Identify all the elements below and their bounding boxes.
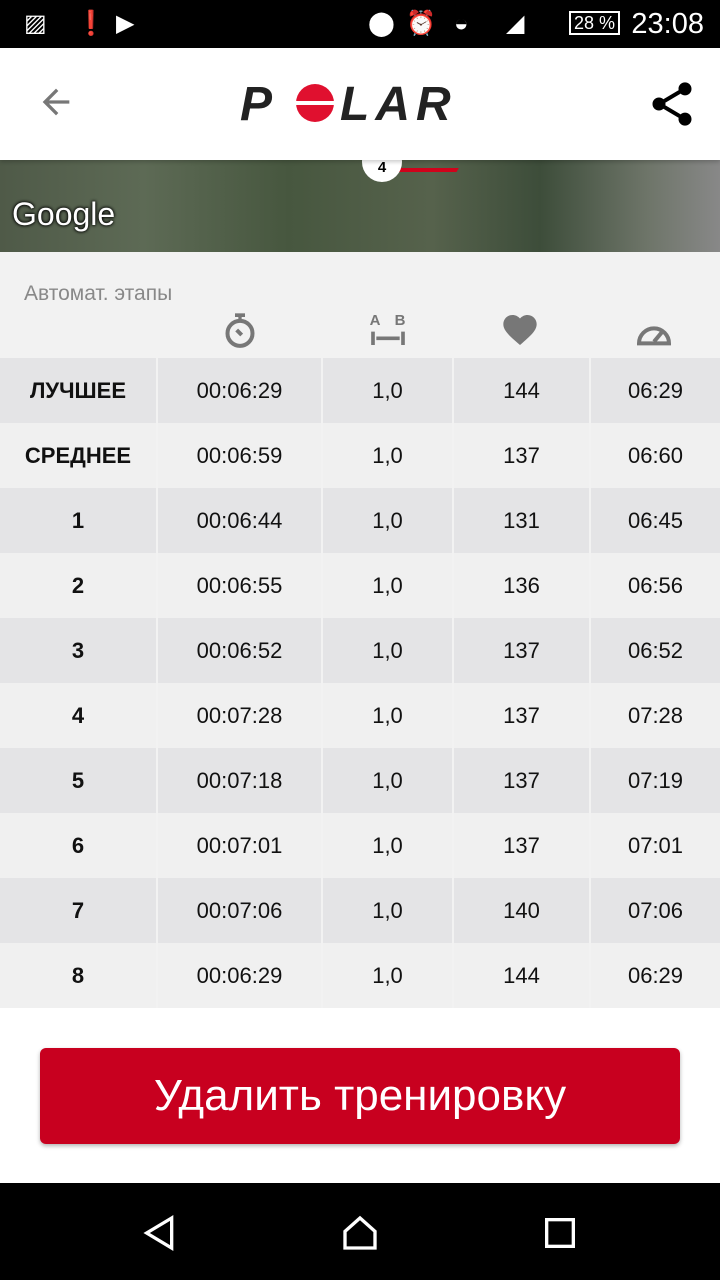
lap-distance: 1,0	[323, 423, 452, 488]
lap-label: 1	[0, 488, 156, 553]
lap-pace: 07:19	[591, 748, 720, 813]
lap-label: 8	[0, 943, 156, 1008]
recents-nav-icon[interactable]	[540, 1213, 580, 1253]
laps-table: ЛУЧШЕЕ 00:06:29 1,0 144 06:29 СРЕДНЕЕ 00:06:59…	[0, 358, 720, 1008]
google-attribution: Google	[12, 196, 116, 232]
lap-heart-rate: 137	[454, 423, 589, 488]
lap-row[interactable]: 4 00:07:28 1,0 137 07:28	[0, 683, 720, 748]
arrow-left-icon[interactable]	[36, 82, 76, 122]
lap-row[interactable]: ЛУЧШЕЕ 00:06:29 1,0 144 06:29	[0, 358, 720, 423]
lap-pace: 06:45	[591, 488, 720, 553]
lap-heart-rate: 144	[454, 943, 589, 1008]
lap-heart-rate: 140	[454, 878, 589, 943]
lap-time: 00:06:59	[158, 423, 321, 488]
lap-distance: 1,0	[323, 813, 452, 878]
lap-label: ЛУЧШЕЕ	[0, 358, 156, 423]
wifi-icon: ◒	[454, 10, 469, 37]
svg-text:A: A	[370, 312, 381, 329]
lap-label: 3	[0, 618, 156, 683]
lap-distance: 1,0	[323, 943, 452, 1008]
lap-pace: 07:06	[591, 878, 720, 943]
lap-time: 00:07:28	[158, 683, 321, 748]
signal-icon: ◢	[506, 10, 525, 37]
stopwatch-icon	[225, 313, 255, 348]
lap-time: 00:06:29	[158, 943, 321, 1008]
svg-text:LAR: LAR	[340, 78, 457, 128]
lap-label: 7	[0, 878, 156, 943]
lap-heart-rate: 136	[454, 553, 589, 618]
lap-heart-rate: 137	[454, 813, 589, 878]
lap-distance: 1,0	[323, 683, 452, 748]
route-line	[396, 160, 464, 172]
lap-row[interactable]: 1 00:06:44 1,0 131 06:45	[0, 488, 720, 553]
youtube-icon: ▶	[116, 10, 135, 37]
app-bar: P LAR	[0, 48, 720, 160]
lap-pace: 06:29	[591, 358, 720, 423]
battery-level: 28 %	[568, 11, 620, 35]
lap-label: 4	[0, 683, 156, 748]
lap-label: СРЕДНЕЕ	[0, 423, 156, 488]
home-nav-icon[interactable]	[340, 1213, 380, 1253]
lap-time: 00:07:06	[158, 878, 321, 943]
lap-row[interactable]: 7 00:07:06 1,0 140 07:06	[0, 878, 720, 943]
clock: 23:08	[631, 8, 704, 40]
lap-pace: 06:60	[591, 423, 720, 488]
navigation-bar	[0, 1183, 720, 1280]
lap-pace: 07:28	[591, 683, 720, 748]
lap-distance: 1,0	[323, 878, 452, 943]
lap-distance: 1,0	[323, 618, 452, 683]
battery-alert-icon: ❗	[76, 10, 106, 37]
button-area: Удалить тренировку	[0, 1008, 720, 1183]
lap-row[interactable]: 5 00:07:18 1,0 137 07:19	[0, 748, 720, 813]
lap-heart-rate: 137	[454, 618, 589, 683]
lap-time: 00:06:44	[158, 488, 321, 553]
lap-pace: 06:29	[591, 943, 720, 1008]
lap-time: 00:06:29	[158, 358, 321, 423]
delete-training-button[interactable]: Удалить тренировку	[40, 1048, 680, 1144]
status-bar: ▨ ❗ ▶ ⬤ ⏰ ◒ ◢ 28 % 23:08	[0, 0, 720, 48]
lap-time: 00:07:01	[158, 813, 321, 878]
lap-marker[interactable]: 4	[362, 160, 402, 182]
back-nav-icon[interactable]	[140, 1213, 180, 1253]
svg-text:P: P	[240, 78, 278, 128]
lap-pace: 07:01	[591, 813, 720, 878]
heart-icon	[503, 315, 537, 345]
speedometer-icon	[636, 326, 672, 346]
route-map[interactable]: 4 Google	[0, 160, 720, 252]
lap-row[interactable]: 6 00:07:01 1,0 137 07:01	[0, 813, 720, 878]
image-icon: ▨	[24, 10, 47, 37]
lap-time: 00:06:52	[158, 618, 321, 683]
lap-heart-rate: 144	[454, 358, 589, 423]
lap-row[interactable]: 3 00:06:52 1,0 137 06:52	[0, 618, 720, 683]
lap-label: 6	[0, 813, 156, 878]
lap-row[interactable]: 2 00:06:55 1,0 136 06:56	[0, 553, 720, 618]
lap-row[interactable]: 8 00:06:29 1,0 144 06:29	[0, 943, 720, 1008]
svg-text:B: B	[395, 312, 406, 329]
lap-heart-rate: 131	[454, 488, 589, 553]
polar-logo: P LAR	[240, 78, 457, 128]
lap-row[interactable]: СРЕДНЕЕ 00:06:59 1,0 137 06:60	[0, 423, 720, 488]
share-icon[interactable]	[646, 78, 698, 130]
lap-distance: 1,0	[323, 488, 452, 553]
lap-pace: 06:52	[591, 618, 720, 683]
lap-label: 5	[0, 748, 156, 813]
section-title: Автомат. этапы	[24, 282, 173, 305]
alarm-icon: ⏰	[406, 10, 436, 37]
lap-time: 00:06:55	[158, 553, 321, 618]
lap-heart-rate: 137	[454, 748, 589, 813]
lap-distance: 1,0	[323, 358, 452, 423]
lap-pace: 06:56	[591, 553, 720, 618]
lap-distance: 1,0	[323, 748, 452, 813]
lap-heart-rate: 137	[454, 683, 589, 748]
lap-time: 00:07:18	[158, 748, 321, 813]
lap-label: 2	[0, 553, 156, 618]
location-icon: ⬤	[368, 10, 395, 37]
lap-distance: 1,0	[323, 553, 452, 618]
